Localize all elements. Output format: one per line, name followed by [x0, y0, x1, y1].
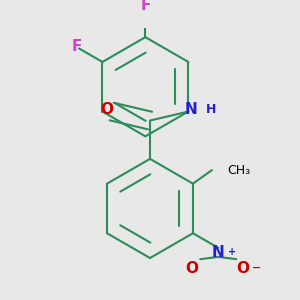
Text: CH₃: CH₃ [228, 164, 251, 177]
Text: O: O [185, 261, 198, 276]
Text: N: N [184, 102, 197, 117]
Text: F: F [140, 0, 151, 13]
Text: F: F [72, 39, 82, 54]
Text: O: O [237, 261, 250, 276]
Text: N: N [212, 245, 225, 260]
Text: −: − [252, 263, 261, 273]
Text: H: H [206, 103, 216, 116]
Text: O: O [101, 102, 114, 117]
Text: +: + [228, 248, 236, 257]
